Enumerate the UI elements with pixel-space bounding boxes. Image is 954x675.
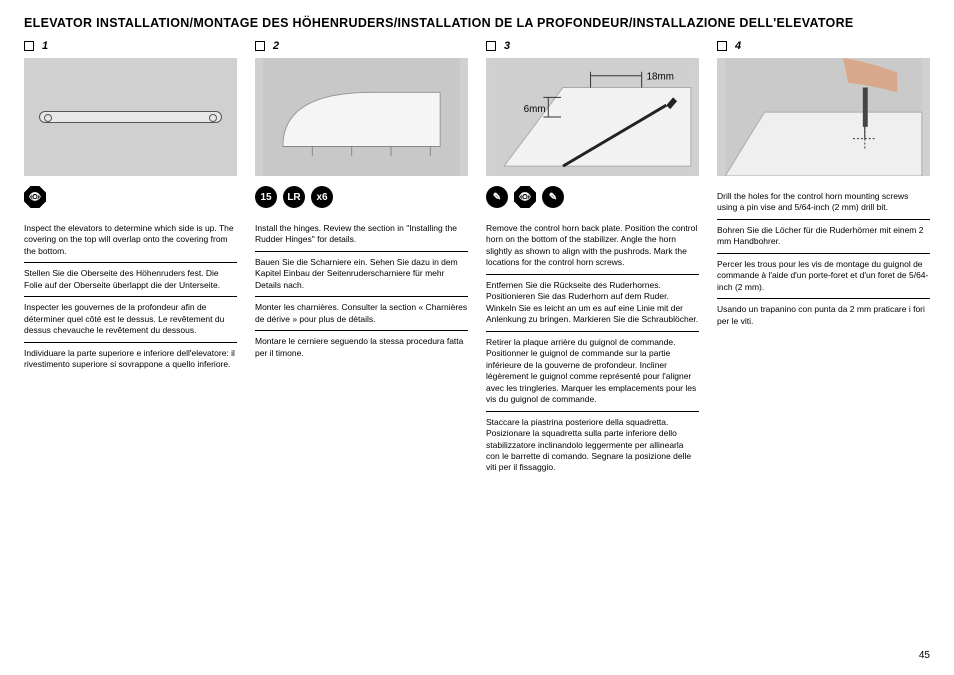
instruction-text: Retirer la plaque arrière du guignol de …: [486, 332, 699, 412]
step-header: 2: [255, 40, 468, 52]
step-figure: [717, 58, 930, 176]
svg-text:18mm: 18mm: [647, 72, 674, 83]
instruction-text: Remove the control horn back plate. Posi…: [486, 218, 699, 275]
instruction-text: Bauen Sie die Scharniere ein. Sehen Sie …: [255, 252, 468, 297]
instruction-text: Individuare la parte superiore e inferio…: [24, 343, 237, 376]
step-column: 3 18mm 6mm ✎ 👁 ✎ Remove the control horn back …: [486, 40, 699, 479]
instruction-text: Percer les trous pour les vis de montage…: [717, 254, 930, 299]
qty-icon: x6: [311, 186, 333, 208]
icon-row: 15 LR x6: [255, 186, 468, 208]
instruction-text: Stellen Sie die Oberseite des Höhenruder…: [24, 263, 237, 297]
figure-drill: [717, 58, 930, 176]
instruction-text: Inspect the elevators to determine which…: [24, 218, 237, 263]
page-title: ELEVATOR INSTALLATION/MONTAGE DES HÖHENR…: [24, 16, 930, 30]
step-number: 4: [735, 40, 741, 52]
instruction-text: Install the hinges. Review the section i…: [255, 218, 468, 252]
step-checkbox[interactable]: [717, 41, 727, 51]
pencil-icon: ✎: [486, 186, 508, 208]
pencil-icon: ✎: [542, 186, 564, 208]
svg-text:6mm: 6mm: [524, 104, 546, 115]
instruction-text: Entfernen Sie die Rückseite des Ruderhor…: [486, 275, 699, 332]
instruction-text: Montare le cerniere seguendo la stessa p…: [255, 331, 468, 364]
time-icon: 15: [255, 186, 277, 208]
sight-icon: 👁: [514, 186, 536, 208]
icon-row: ✎ 👁 ✎: [486, 186, 699, 208]
step-checkbox[interactable]: [255, 41, 265, 51]
instruction-text: Staccare la piastrina posteriore della s…: [486, 412, 699, 479]
instruction-text: Inspecter les gouvernes de la profondeur…: [24, 297, 237, 342]
lr-icon: LR: [283, 186, 305, 208]
step-number: 2: [273, 40, 279, 52]
step-header: 3: [486, 40, 699, 52]
instruction-text: Monter les charnières. Consulter la sect…: [255, 297, 468, 331]
figure-slot: [39, 111, 222, 123]
figure-measure: 18mm 6mm: [486, 58, 699, 176]
step-number: 1: [42, 40, 48, 52]
instruction-text: Usando un trapanino con punta da 2 mm pr…: [717, 299, 930, 332]
instruction-text: Drill the holes for the control horn mou…: [717, 186, 930, 220]
step-column: 1 👁 Inspect the elevators to determine whi…: [24, 40, 237, 479]
page-number: 45: [919, 650, 930, 661]
step-figure: [255, 58, 468, 176]
step-number: 3: [504, 40, 510, 52]
icon-row: 👁: [24, 186, 237, 208]
step-figure: 18mm 6mm: [486, 58, 699, 176]
sight-icon: 👁: [24, 186, 46, 208]
step-checkbox[interactable]: [24, 41, 34, 51]
step-checkbox[interactable]: [486, 41, 496, 51]
instruction-text: Bohren Sie die Löcher für die Ruderhörne…: [717, 220, 930, 254]
step-header: 1: [24, 40, 237, 52]
figure-wing: [255, 58, 468, 176]
step-figure: [24, 58, 237, 176]
step-column: 2 15 LR x6 Install the hinges. Review the se…: [255, 40, 468, 479]
step-header: 4: [717, 40, 930, 52]
step-column: 4 Drill the holes for the control horn mo…: [717, 40, 930, 479]
